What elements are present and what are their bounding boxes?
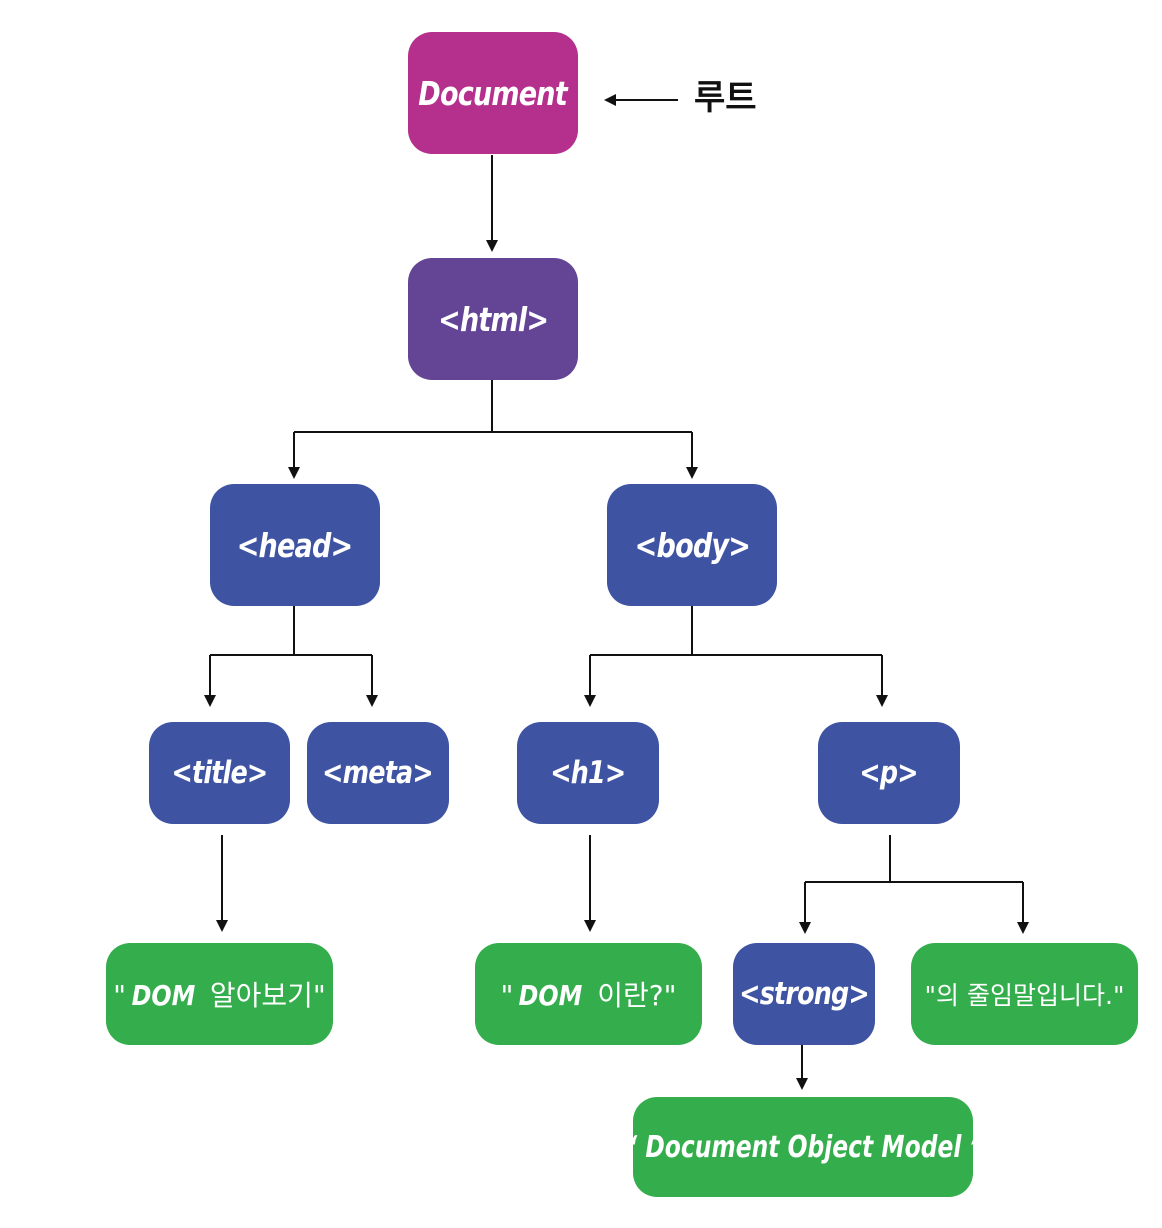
h1-node-label: <h1> bbox=[550, 755, 626, 791]
title-text-label: " DOM 알아보기" bbox=[113, 974, 326, 1014]
document-node: Document bbox=[408, 32, 578, 154]
head-node: <head> bbox=[210, 484, 380, 606]
title-node-label: <title> bbox=[171, 755, 269, 791]
h1-text-rest: 이란?" bbox=[588, 979, 677, 1012]
html-node-label: <html> bbox=[437, 299, 549, 339]
title-text-rest: 알아보기" bbox=[200, 979, 326, 1012]
meta-node: <meta> bbox=[307, 722, 449, 824]
root-label: 루트 bbox=[694, 78, 757, 118]
title-text-open-quote: " bbox=[113, 979, 127, 1012]
strong-text-label: “ Document Object Model ” bbox=[621, 1129, 985, 1165]
title-text-node: " DOM 알아보기" bbox=[106, 943, 333, 1045]
head-node-label: <head> bbox=[237, 525, 354, 565]
body-node: <body> bbox=[607, 484, 777, 606]
h1-text-label: " DOM 이란?" bbox=[501, 974, 677, 1014]
strong-node: <strong> bbox=[733, 943, 875, 1045]
p-node: <p> bbox=[818, 722, 960, 824]
h1-node: <h1> bbox=[517, 722, 659, 824]
h1-text-open-quote: " bbox=[500, 979, 514, 1012]
strong-node-label: <strong> bbox=[739, 976, 869, 1012]
strong-text-node: “ Document Object Model ” bbox=[622, 1097, 984, 1197]
title-text-dom: DOM bbox=[131, 979, 196, 1012]
p-text-node: "의 줄임말입니다." bbox=[911, 943, 1138, 1045]
body-node-label: <body> bbox=[634, 525, 750, 565]
h1-text-node: " DOM 이란?" bbox=[475, 943, 702, 1045]
p-node-label: <p> bbox=[859, 755, 919, 791]
h1-text-dom: DOM bbox=[519, 979, 583, 1012]
meta-node-label: <meta> bbox=[322, 755, 435, 791]
document-node-label: Document bbox=[418, 73, 568, 113]
p-text-label: "의 줄임말입니다." bbox=[924, 981, 1125, 1010]
title-node: <title> bbox=[149, 722, 290, 824]
html-node: <html> bbox=[408, 258, 578, 380]
